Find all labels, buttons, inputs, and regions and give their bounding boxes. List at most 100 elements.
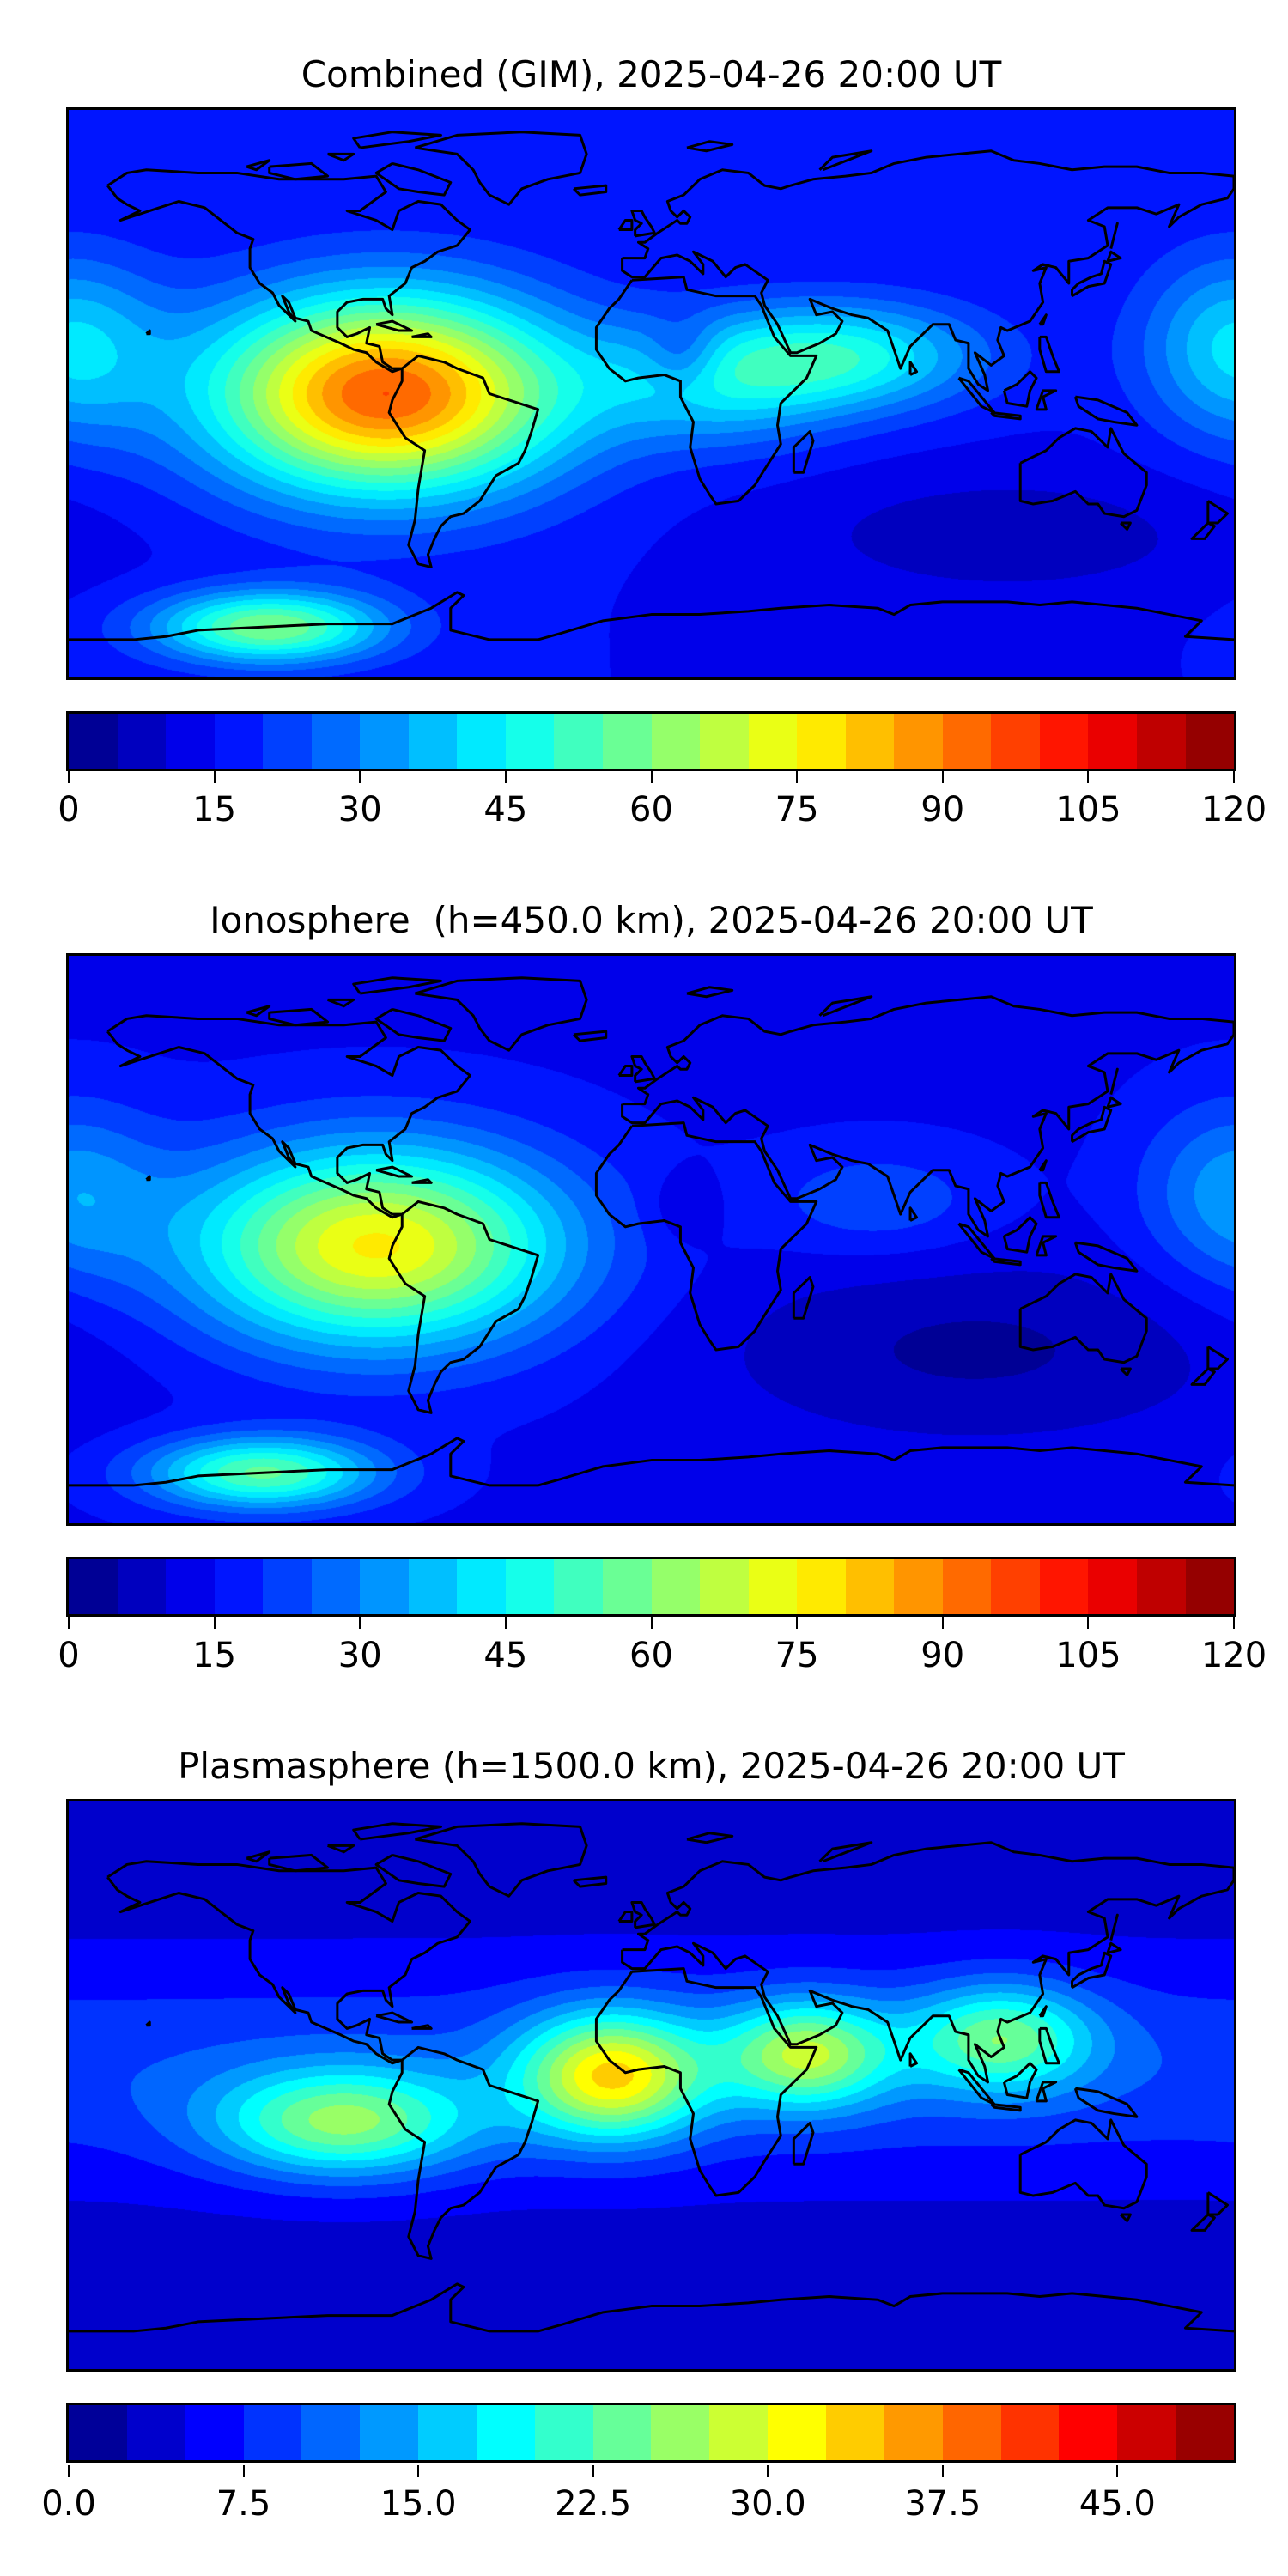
colorbar-level-segment bbox=[748, 714, 798, 769]
colorbar-level-segment bbox=[1088, 1559, 1138, 1614]
colorbar-level-segment bbox=[1059, 2405, 1118, 2460]
coastline bbox=[328, 154, 354, 160]
coastline bbox=[632, 1903, 654, 1928]
colorbar-plasmasphere bbox=[66, 2403, 1236, 2463]
colorbar-level-segment bbox=[748, 1559, 798, 1614]
colorbar-tick-mark bbox=[213, 771, 216, 783]
coastline bbox=[1040, 1161, 1047, 1170]
coastline bbox=[1040, 2007, 1047, 2016]
coastline bbox=[415, 132, 586, 204]
coastline bbox=[623, 1843, 1234, 2082]
coastline bbox=[1208, 1346, 1228, 1369]
colorbar-tick-label: 30.0 bbox=[729, 2484, 806, 2524]
coastline bbox=[991, 1259, 1020, 1265]
coastlines bbox=[69, 110, 1234, 677]
coastline bbox=[1075, 397, 1137, 425]
colorbar-level-segment bbox=[942, 1559, 992, 1614]
coastline bbox=[389, 1201, 538, 1413]
coastline bbox=[1075, 2088, 1137, 2117]
colorbar-level-segment bbox=[408, 1559, 458, 1614]
coastline bbox=[376, 2013, 411, 2022]
colorbar-level-segment bbox=[418, 2405, 477, 2460]
colorbar-tick-label: 37.5 bbox=[904, 2484, 981, 2524]
map-ionosphere bbox=[66, 953, 1236, 1526]
map-plasmasphere bbox=[66, 1799, 1236, 2372]
colorbar-tick-mark bbox=[1233, 771, 1235, 783]
coastline bbox=[354, 132, 441, 148]
colorbar-level-segment bbox=[166, 1559, 215, 1614]
colorbar-tick-mark bbox=[359, 1617, 361, 1629]
coastline bbox=[376, 321, 411, 331]
colorbar-level-segment bbox=[554, 1559, 604, 1614]
coastline bbox=[1072, 1953, 1111, 1987]
coastline bbox=[246, 1852, 269, 1862]
coastline bbox=[146, 2022, 149, 2026]
coastline bbox=[1004, 1218, 1036, 1252]
coastline bbox=[389, 355, 538, 567]
colorbar-level-segment bbox=[651, 1559, 701, 1614]
colorbar-level-segment bbox=[603, 1559, 652, 1614]
colorbar-tick-mark bbox=[592, 2465, 594, 2477]
colorbar-level-segment bbox=[505, 714, 555, 769]
colorbar-tick-label: 45 bbox=[483, 1636, 528, 1675]
colorbar-level-segment bbox=[1137, 1559, 1186, 1614]
colorbar-level-segment bbox=[603, 714, 652, 769]
colorbar-level-segment bbox=[991, 1559, 1040, 1614]
coastline bbox=[910, 2054, 917, 2067]
colorbar-level-segment bbox=[408, 714, 458, 769]
coastline bbox=[69, 592, 1234, 640]
colorbar-level-segment bbox=[651, 714, 701, 769]
coastline bbox=[1111, 223, 1118, 248]
coastline bbox=[910, 1208, 917, 1221]
coastline bbox=[687, 1833, 732, 1843]
coastline bbox=[1108, 1943, 1121, 1953]
colorbar-tick-label: 30 bbox=[337, 790, 382, 829]
coastline bbox=[619, 1912, 632, 1922]
colorbar-tick-label: 75 bbox=[775, 1636, 819, 1675]
coastline bbox=[820, 151, 872, 170]
colorbar-tick-label: 105 bbox=[1055, 1636, 1121, 1675]
coastline bbox=[991, 2105, 1020, 2111]
coastline bbox=[632, 211, 654, 236]
colorbar-ticks-combined: 0 15 30 45 60 75 90 105 120 bbox=[58, 771, 1267, 840]
colorbar-level-segment bbox=[991, 714, 1040, 769]
coastline bbox=[820, 1843, 872, 1862]
coastline bbox=[1020, 2120, 1146, 2208]
coastline bbox=[793, 2123, 813, 2165]
colorbar-level-segment bbox=[845, 1559, 895, 1614]
colorbar-level-segment bbox=[185, 2405, 244, 2460]
coastline bbox=[270, 1855, 328, 1870]
coastlines bbox=[69, 956, 1234, 1523]
coastline bbox=[270, 1009, 328, 1024]
colorbar-level-segment bbox=[942, 2405, 1001, 2460]
colorbar-tick-mark bbox=[941, 2465, 944, 2477]
colorbar-level-segment bbox=[797, 1559, 846, 1614]
colorbar-level-segment bbox=[554, 714, 604, 769]
coastline bbox=[1036, 1236, 1056, 1255]
coastline bbox=[1036, 2082, 1056, 2101]
coastline bbox=[1121, 1369, 1130, 1375]
colorbar-level-segment bbox=[942, 714, 992, 769]
colorbar-level-segment bbox=[845, 714, 895, 769]
colorbar-tick-mark bbox=[213, 1617, 216, 1629]
coastline bbox=[1040, 315, 1047, 325]
colorbar-tick-label: 15.0 bbox=[380, 2484, 457, 2524]
coastline bbox=[376, 1167, 411, 1176]
coastline bbox=[69, 2284, 1234, 2331]
coastline bbox=[1020, 428, 1146, 517]
tec-contour-field bbox=[69, 1801, 1234, 2369]
panel-title-plasmasphere: Plasmasphere (h=1500.0 km), 2025-04-26 2… bbox=[178, 1745, 1125, 1787]
colorbar-level-segment bbox=[301, 2405, 361, 2460]
coastline bbox=[1004, 372, 1036, 406]
coastline bbox=[1020, 1274, 1146, 1363]
colorbar-level-segment bbox=[1137, 714, 1186, 769]
coastline bbox=[1004, 2063, 1036, 2098]
colorbar-tick-label: 90 bbox=[920, 790, 965, 829]
colorbar-level-segment bbox=[117, 1559, 167, 1614]
colorbar-level-segment bbox=[1088, 714, 1138, 769]
coastline bbox=[1108, 1097, 1121, 1107]
colorbar-level-segment bbox=[709, 2405, 769, 2460]
colorbar-tick-mark bbox=[504, 1617, 507, 1629]
colorbar-level-segment bbox=[311, 1559, 361, 1614]
coastline bbox=[412, 334, 432, 337]
